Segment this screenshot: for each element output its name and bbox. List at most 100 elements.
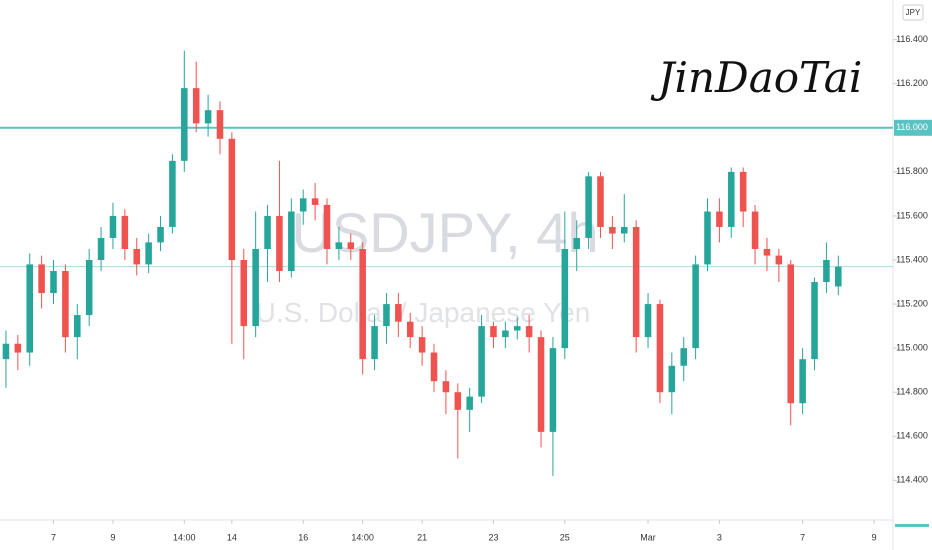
- candle-body: [597, 176, 604, 227]
- y-tick-label: 116.400: [896, 34, 928, 44]
- candle-body: [145, 242, 152, 265]
- y-tick-label: 114.800: [896, 387, 928, 397]
- x-tick-label: 14:00: [351, 532, 374, 542]
- candle-body: [799, 359, 806, 404]
- candle-body: [704, 211, 711, 265]
- candle-body: [549, 348, 557, 432]
- candle-body: [121, 215, 129, 249]
- candle-body: [716, 211, 723, 227]
- candle-body: [692, 264, 699, 349]
- y-tick-label: 115.600: [896, 210, 928, 220]
- candle-body: [490, 326, 497, 338]
- candle-body: [620, 226, 628, 234]
- signature: JinDaoTai: [650, 53, 863, 102]
- candle-body: [14, 343, 22, 353]
- candle-body: [525, 326, 533, 338]
- y-tick-label: 114.400: [896, 475, 928, 485]
- candle-body: [632, 226, 640, 338]
- candle-body: [181, 88, 188, 161]
- candle-body: [2, 343, 10, 360]
- x-tick-label: 7: [51, 532, 56, 542]
- candle-body: [62, 271, 69, 338]
- candle-body: [585, 176, 592, 238]
- scale-handle[interactable]: [895, 524, 929, 527]
- candle-body: [763, 248, 771, 256]
- candle-body: [157, 226, 164, 243]
- candle-body: [728, 171, 735, 227]
- candle-body: [133, 248, 141, 265]
- candle-body: [668, 365, 676, 393]
- candle-body: [192, 88, 200, 124]
- x-tick-label: 23: [488, 532, 498, 542]
- candle-body: [751, 211, 759, 249]
- candle-body: [311, 198, 319, 205]
- candle-body: [644, 304, 652, 338]
- candle-body: [85, 260, 93, 316]
- candle-body: [26, 264, 33, 353]
- candle-body: [335, 242, 343, 249]
- candle-body: [347, 242, 355, 249]
- x-tick-label: 14:00: [173, 532, 196, 542]
- candle-body: [573, 237, 580, 249]
- candle-body: [216, 110, 224, 139]
- candle-body: [561, 248, 569, 349]
- x-tick-label: 3: [717, 532, 722, 542]
- candle-body: [478, 326, 485, 397]
- y-tick-label: 115.800: [896, 166, 928, 176]
- candle-body: [299, 198, 307, 212]
- candle-body: [823, 260, 830, 283]
- candle-body: [38, 264, 45, 294]
- candle-body: [811, 282, 818, 360]
- candle-body: [513, 326, 521, 331]
- candle-body: [835, 266, 842, 287]
- candle-body: [537, 337, 545, 432]
- candle-body: [787, 264, 795, 404]
- x-tick-label: 9: [871, 532, 876, 542]
- candle-body: [169, 160, 176, 227]
- currency-box: [902, 4, 924, 21]
- candle-body: [418, 337, 426, 353]
- candle-body: [228, 138, 236, 260]
- level-label: 116.000: [896, 122, 928, 132]
- candle-body: [395, 304, 402, 322]
- candle-body: [264, 215, 271, 249]
- y-tick-label: 115.400: [896, 254, 928, 264]
- x-tick-label: 21: [417, 532, 427, 542]
- candle-body: [240, 260, 248, 327]
- candle-body: [97, 237, 105, 260]
- x-tick-label: 25: [560, 532, 570, 542]
- x-tick-label: Mar: [640, 532, 656, 542]
- candle-body: [359, 248, 366, 360]
- candle-body: [323, 204, 331, 249]
- y-tick-label: 116.200: [896, 78, 928, 88]
- candle-body: [371, 326, 378, 360]
- candle-body: [50, 271, 57, 294]
- candle-body: [288, 211, 295, 272]
- candle-body: [656, 304, 664, 393]
- candle-body: [252, 248, 259, 327]
- candle-body: [383, 304, 390, 327]
- candle-body: [406, 321, 414, 338]
- candle-body: [442, 381, 450, 393]
- x-tick-label: 16: [298, 532, 308, 542]
- candle-body: [109, 215, 117, 238]
- currency: JPY: [906, 8, 921, 17]
- candle-body: [680, 348, 687, 366]
- candle-body: [204, 110, 212, 124]
- y-tick-label: 115.000: [896, 343, 928, 353]
- candle-body: [775, 255, 783, 265]
- watermark-subtitle: U.S. Dollar / Japanese Yen: [256, 297, 591, 328]
- level-label-box: [894, 119, 932, 136]
- candle-body: [74, 315, 81, 338]
- y-tick-label: 115.200: [896, 298, 928, 308]
- candle-body: [466, 396, 473, 410]
- watermark-title: USDJPY, 4h: [291, 201, 598, 264]
- candle-body: [454, 392, 462, 410]
- y-tick-label: 114.600: [896, 431, 928, 441]
- x-tick-label: 14: [227, 532, 237, 542]
- x-tick-label: 7: [800, 532, 805, 542]
- candle-body: [276, 215, 283, 272]
- candle-body: [609, 226, 616, 234]
